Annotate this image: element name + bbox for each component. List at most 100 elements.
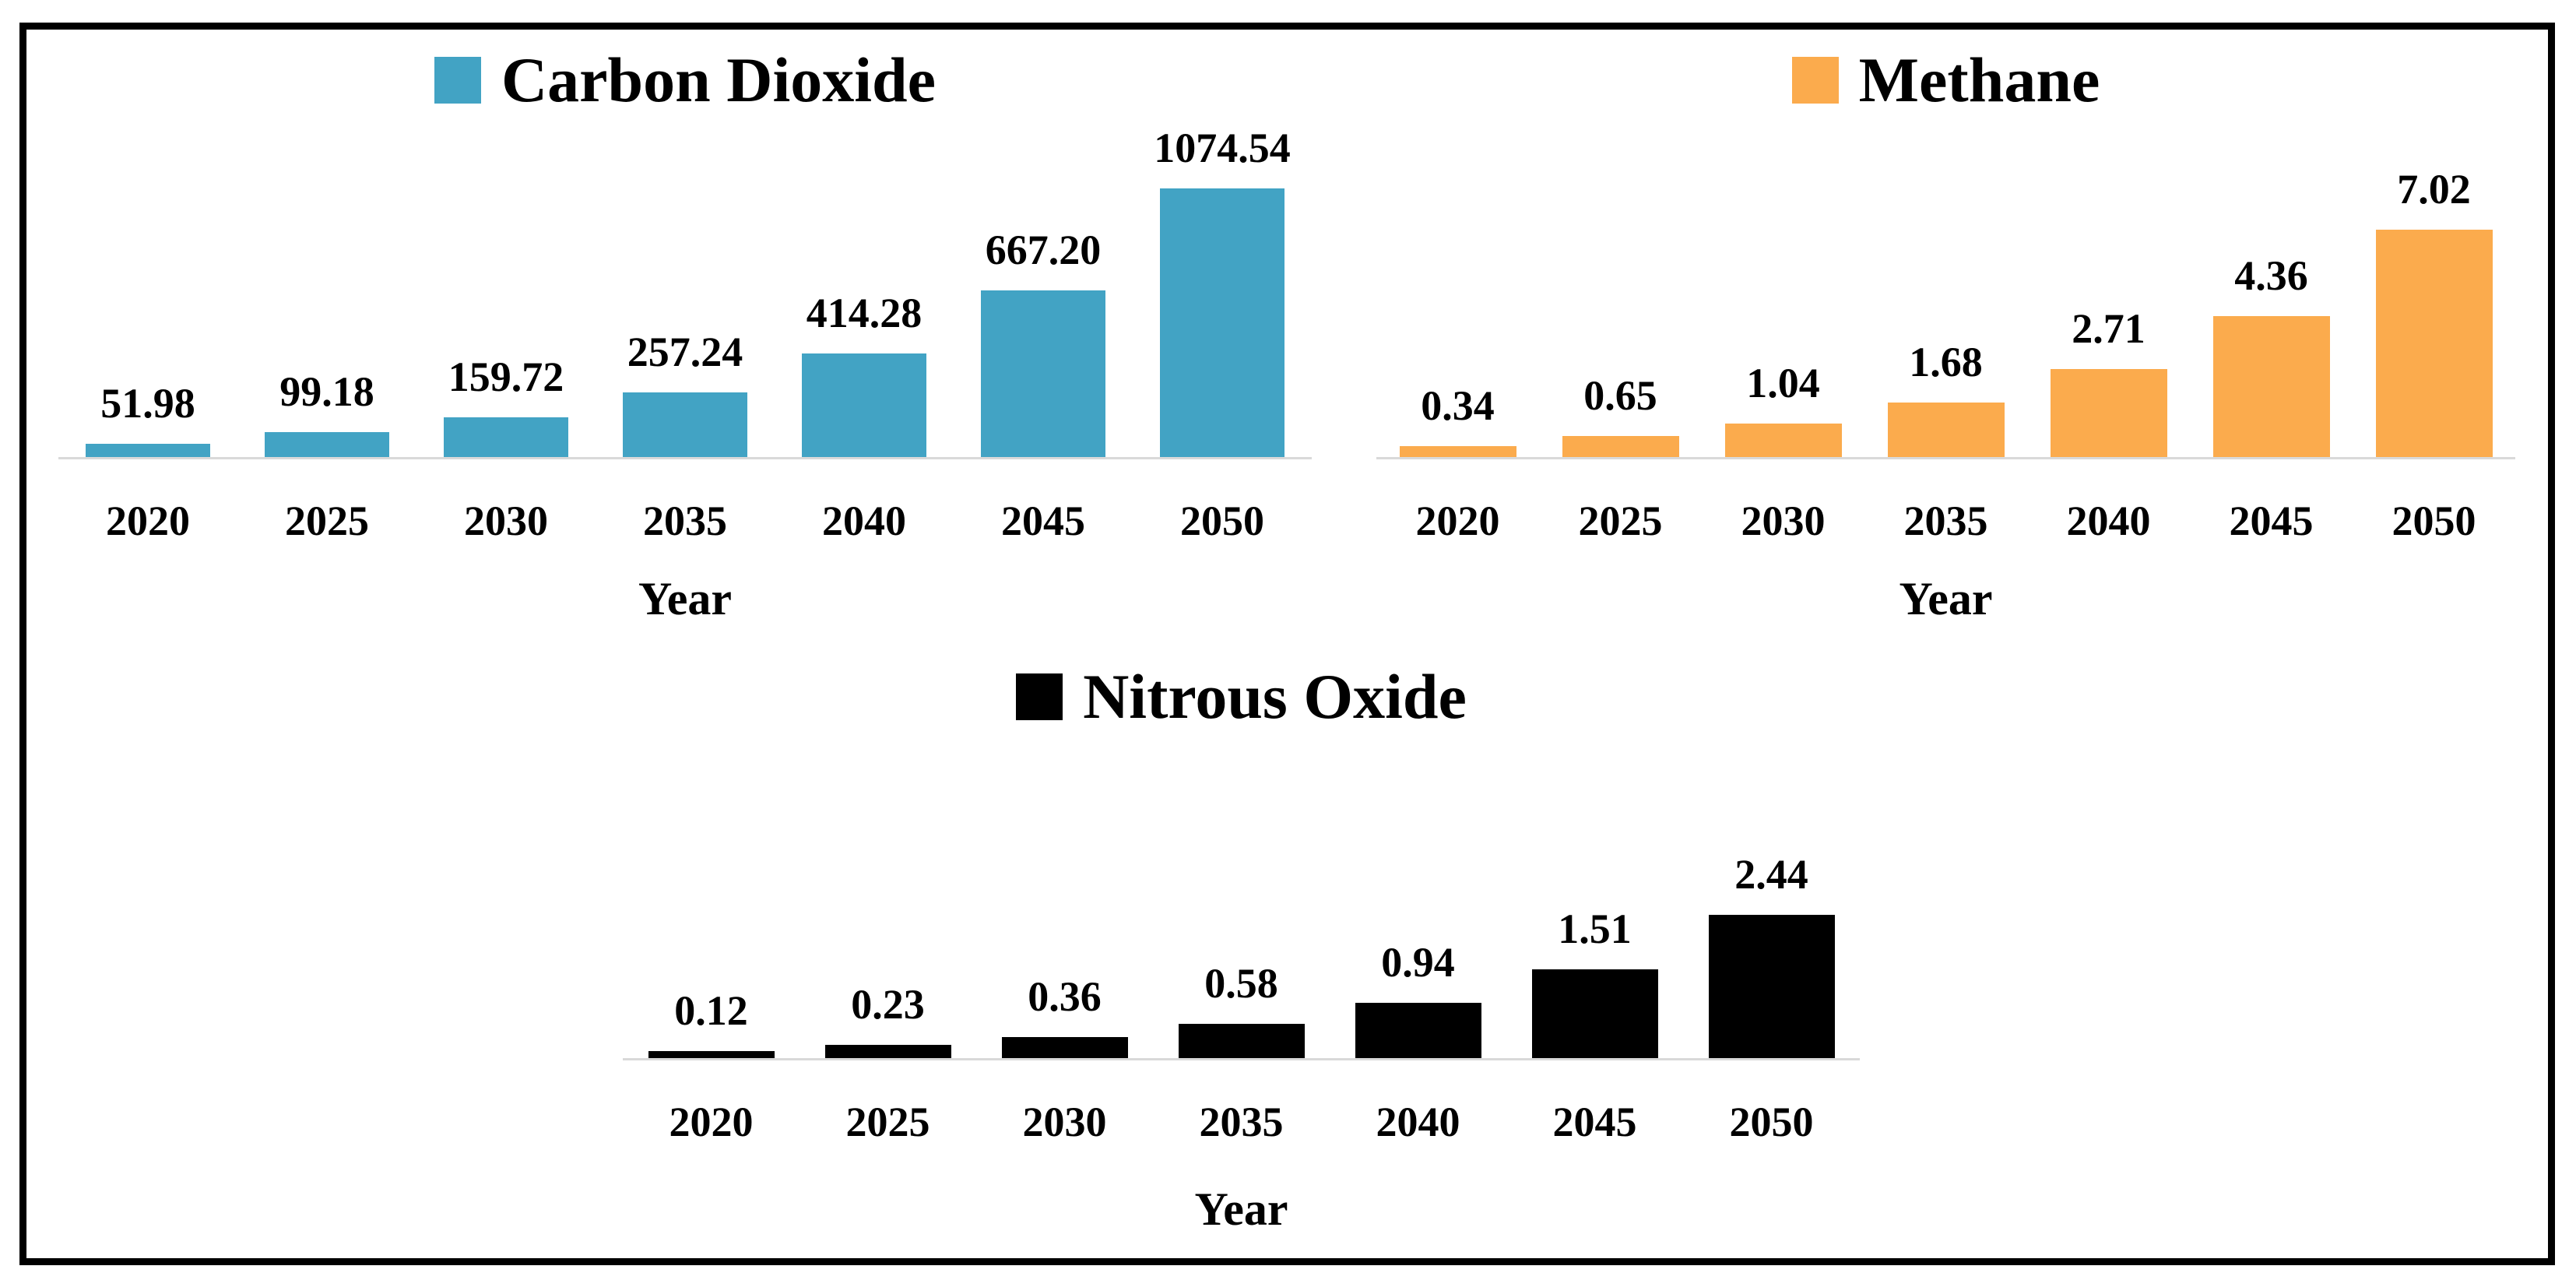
x-tick-label: 2040 (1376, 1099, 1460, 1145)
x-tick-label: 2040 (822, 498, 906, 544)
value-label: 0.34 (1421, 382, 1495, 429)
bar (802, 353, 926, 457)
value-label: 159.72 (448, 353, 564, 400)
chart-carbon-dioxide: Carbon Dioxide 51.98 99.18 159.72 257.24 414… (58, 44, 1312, 624)
legend-swatch (1791, 57, 1839, 104)
bar (824, 1045, 951, 1058)
x-axis-title: Year (638, 573, 732, 624)
bar (648, 1051, 775, 1058)
bar-column: 0.12 (623, 987, 800, 1058)
bar (2212, 316, 2330, 457)
x-axis-line (623, 1058, 1860, 1060)
bar (1531, 969, 1658, 1058)
value-label: 0.94 (1381, 939, 1455, 986)
bar-column: 159.72 (416, 353, 596, 457)
x-tick-label: 2050 (1729, 1099, 1814, 1145)
value-label: 0.36 (1028, 973, 1102, 1020)
x-tick-label: 2050 (2391, 498, 2476, 544)
value-label: 0.65 (1583, 372, 1657, 419)
legend-label: Carbon Dioxide (501, 44, 937, 115)
bar-column: 0.36 (976, 973, 1153, 1058)
chart-methane: Methane 0.34 0.65 1.04 1.68 2.71 4.36 7.02 202… (1376, 44, 2515, 624)
x-tick-label: 2035 (1903, 498, 1988, 544)
x-tick-row: 2020 2025 2030 2035 2040 2045 2050 (623, 1060, 1860, 1146)
chart-nitrous-oxide: Nitrous Oxide 0.12 0.23 0.36 0.58 0.94 1.51 2.… (623, 661, 1860, 1235)
bar-column: 0.34 (1376, 382, 1539, 457)
value-label: 99.18 (279, 368, 374, 415)
value-label: 257.24 (627, 329, 743, 375)
bar-column: 1074.54 (1133, 125, 1312, 457)
bar-column: 414.28 (775, 290, 954, 457)
bar (1562, 436, 1679, 457)
value-label: 414.28 (806, 290, 923, 336)
value-label: 4.36 (2234, 252, 2308, 299)
bar (1724, 424, 1842, 457)
x-tick-label: 2045 (1001, 498, 1085, 544)
x-tick-row: 2020 2025 2030 2035 2040 2045 2050 (1376, 459, 2515, 545)
x-tick-label: 2025 (845, 1099, 930, 1145)
legend-label: Nitrous Oxide (1083, 661, 1467, 732)
bar-column: 4.36 (2190, 252, 2353, 457)
x-tick-label: 2040 (2066, 498, 2151, 544)
value-label: 1.68 (1909, 339, 1983, 385)
value-label: 1.51 (1558, 905, 1632, 952)
value-label: 7.02 (2397, 166, 2471, 213)
bar-column: 0.65 (1539, 372, 1702, 457)
bar-column: 51.98 (58, 380, 237, 457)
x-tick-label: 2025 (1578, 498, 1663, 544)
bar-column: 2.71 (2027, 305, 2190, 457)
figure-border (19, 23, 2555, 1265)
legend-swatch (1016, 673, 1063, 720)
bar (86, 444, 210, 457)
bar-column: 99.18 (237, 368, 416, 457)
legend-nitrous-oxide: Nitrous Oxide (623, 661, 1860, 732)
bar-column: 667.20 (954, 227, 1133, 457)
x-axis-line (1376, 457, 2515, 459)
x-tick-label: 2020 (669, 1099, 754, 1145)
bar-column: 1.51 (1506, 905, 1683, 1058)
bar-column: 0.94 (1330, 939, 1506, 1058)
bar (1178, 1024, 1305, 1058)
bar-column: 7.02 (2353, 166, 2515, 457)
x-tick-row: 2020 2025 2030 2035 2040 2045 2050 (58, 459, 1312, 545)
bar-plot: 0.12 0.23 0.36 0.58 0.94 1.51 2.44 (623, 851, 1860, 1058)
x-tick-label: 2045 (1552, 1099, 1637, 1145)
x-axis-line (58, 457, 1312, 459)
x-axis-title: Year (1899, 573, 1993, 624)
bar-column: 0.58 (1153, 960, 1330, 1058)
bar (1708, 915, 1835, 1058)
bar (1160, 188, 1284, 457)
bar (1887, 403, 2005, 457)
x-tick-label: 2025 (285, 498, 369, 544)
value-label: 51.98 (100, 380, 195, 427)
bar-column: 1.68 (1864, 339, 2027, 457)
x-tick-label: 2030 (1741, 498, 1826, 544)
value-label: 0.12 (674, 987, 748, 1034)
x-axis-title: Year (1194, 1183, 1288, 1235)
x-tick-label: 2050 (1180, 498, 1264, 544)
bar (981, 290, 1105, 457)
x-tick-label: 2035 (1199, 1099, 1284, 1145)
value-label: 1.04 (1746, 360, 1820, 406)
bar-column: 1.04 (1702, 360, 1864, 457)
legend-label: Methane (1858, 44, 2100, 115)
bar-column: 0.23 (800, 981, 976, 1058)
legend-methane: Methane (1376, 44, 2515, 115)
bar (623, 392, 747, 457)
x-tick-label: 2045 (2229, 498, 2314, 544)
bar-plot: 0.34 0.65 1.04 1.68 2.71 4.36 7.02 (1376, 130, 2515, 457)
bar (444, 417, 568, 457)
bar (1001, 1037, 1128, 1058)
bar-column: 2.44 (1683, 851, 1860, 1058)
x-tick-label: 2020 (106, 498, 190, 544)
bar (1399, 446, 1516, 457)
value-label: 2.71 (2072, 305, 2145, 352)
value-label: 0.58 (1204, 960, 1278, 1007)
x-tick-label: 2030 (1022, 1099, 1107, 1145)
bar (2050, 369, 2167, 457)
value-label: 1074.54 (1154, 125, 1291, 171)
legend-swatch (434, 57, 481, 104)
legend-carbon-dioxide: Carbon Dioxide (58, 44, 1312, 115)
x-tick-label: 2020 (1415, 498, 1500, 544)
bar (1355, 1003, 1481, 1058)
